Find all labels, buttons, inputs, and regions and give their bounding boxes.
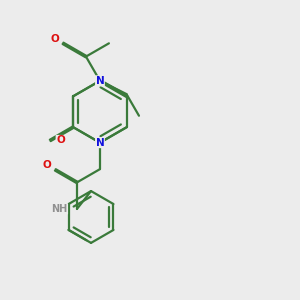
Text: N: N <box>96 76 104 86</box>
Text: O: O <box>43 160 52 170</box>
Text: NH: NH <box>51 204 68 214</box>
Text: N: N <box>96 138 104 148</box>
Text: O: O <box>56 135 65 146</box>
Text: O: O <box>50 34 59 44</box>
